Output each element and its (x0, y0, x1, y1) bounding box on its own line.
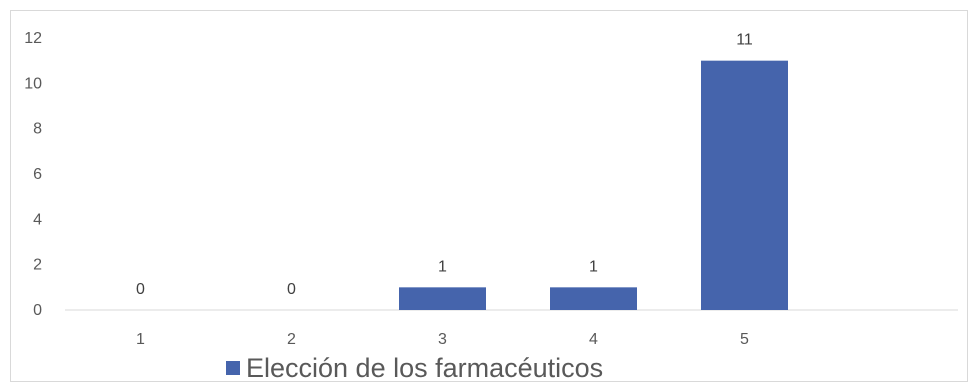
y-tick-label: 0 (33, 302, 42, 319)
x-tick-label: 3 (438, 331, 447, 348)
legend: Elección de los farmacéuticos (226, 353, 603, 383)
bars-group (399, 60, 788, 310)
x-tick-label: 2 (287, 331, 296, 348)
y-tick-label: 2 (33, 257, 42, 274)
data-label: 1 (589, 258, 598, 275)
x-axis: 1 2 3 4 5 (136, 331, 749, 348)
y-tick-label: 10 (24, 75, 42, 92)
data-label: 0 (287, 281, 296, 298)
bar (399, 287, 486, 310)
data-labels-group: 0 01 111 (136, 32, 753, 298)
x-tick-label: 5 (740, 331, 749, 348)
y-tick-label: 8 (33, 121, 42, 138)
y-tick-label: 12 (24, 30, 42, 47)
y-tick-label: 4 (33, 211, 42, 228)
bar (701, 60, 788, 310)
data-label: 0 (136, 281, 145, 298)
y-axis: 0 2 4 6 8 10 12 (24, 30, 42, 319)
bar (550, 287, 637, 310)
legend-label: Elección de los farmacéuticos (246, 353, 604, 383)
y-tick-label: 6 (33, 166, 42, 183)
data-label: 1 (438, 258, 447, 275)
legend-swatch (226, 361, 240, 375)
data-label: 11 (736, 32, 753, 49)
x-tick-label: 4 (589, 331, 598, 348)
chart-frame (10, 10, 968, 382)
x-tick-label: 1 (136, 331, 145, 348)
